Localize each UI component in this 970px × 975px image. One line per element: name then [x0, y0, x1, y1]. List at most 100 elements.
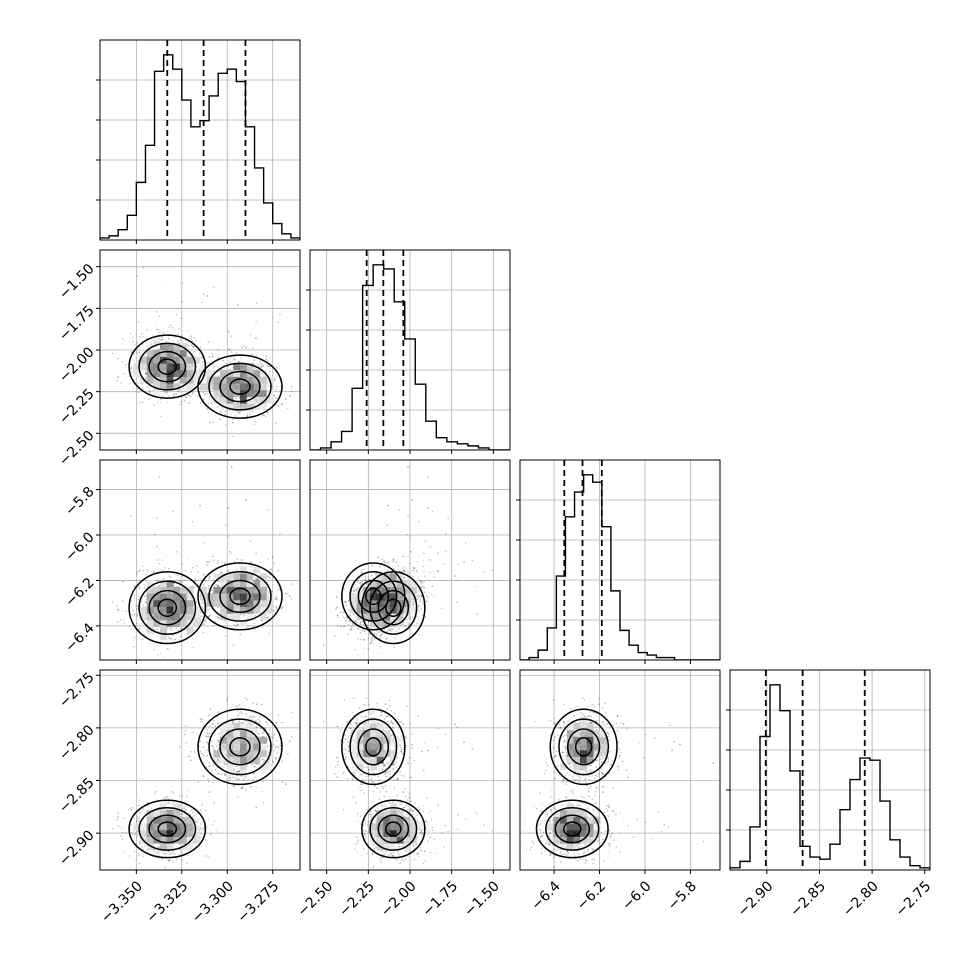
- sample-point: [263, 365, 265, 367]
- sample-point: [160, 652, 162, 654]
- sample-point: [178, 327, 180, 329]
- sample-point: [179, 403, 181, 405]
- sample-point: [213, 287, 215, 289]
- sample-point: [153, 334, 155, 336]
- density-cell: [180, 377, 187, 384]
- sample-point: [181, 563, 183, 565]
- density-cell: [260, 377, 267, 384]
- sample-point: [268, 366, 270, 368]
- sample-point: [236, 569, 238, 571]
- sample-point: [171, 638, 173, 640]
- sample-point: [199, 353, 201, 355]
- sample-point: [180, 636, 182, 638]
- sample-point: [208, 402, 210, 404]
- sample-point: [164, 391, 166, 393]
- sample-point: [266, 358, 268, 360]
- sample-point: [160, 399, 162, 401]
- sample-point: [235, 397, 237, 399]
- sample-point: [276, 608, 278, 610]
- sample-point: [122, 581, 124, 583]
- sample-point: [224, 413, 226, 415]
- density-cell: [260, 383, 267, 390]
- sample-point: [267, 558, 269, 560]
- sample-point: [185, 396, 187, 398]
- sample-point: [148, 387, 150, 389]
- sample-point: [261, 366, 263, 368]
- density-cell: [200, 383, 207, 390]
- sample-point: [116, 605, 118, 607]
- sample-point: [212, 421, 214, 423]
- sample-point: [282, 606, 284, 608]
- sample-point: [200, 577, 202, 579]
- density-cell: [167, 377, 174, 384]
- density-cell: [187, 383, 194, 390]
- sample-point: [145, 595, 147, 597]
- sample-point: [197, 571, 199, 573]
- sample-point: [129, 625, 131, 627]
- sample-point: [131, 367, 133, 369]
- sample-point: [142, 604, 144, 606]
- sample-point: [196, 594, 198, 596]
- sample-point: [158, 563, 160, 565]
- sample-point: [157, 559, 159, 561]
- sample-point: [132, 639, 134, 641]
- sample-point: [277, 322, 279, 324]
- sample-point: [124, 373, 126, 375]
- sample-point: [196, 348, 198, 350]
- sample-point: [276, 386, 278, 388]
- sample-point: [172, 511, 174, 513]
- sample-point: [238, 361, 240, 363]
- sample-point: [137, 388, 139, 390]
- sample-point: [141, 340, 143, 342]
- sample-point: [178, 645, 180, 647]
- sample-point: [162, 395, 164, 397]
- sample-point: [162, 339, 164, 341]
- sample-point: [162, 336, 164, 338]
- sample-point: [212, 356, 214, 358]
- sample-point: [138, 321, 140, 323]
- sample-point: [217, 349, 219, 351]
- sample-point: [211, 353, 213, 355]
- sample-point: [199, 402, 201, 404]
- sample-point: [159, 476, 161, 478]
- sample-point: [186, 584, 188, 586]
- sample-point: [204, 394, 206, 396]
- sample-point: [180, 339, 182, 341]
- sample-point: [142, 569, 144, 571]
- scatter-panel-1-0: −2.50−2.25−2.00−1.75−1.50: [56, 250, 300, 469]
- density-cell: [207, 383, 214, 390]
- sample-point: [137, 360, 139, 362]
- density-cell: [220, 383, 227, 390]
- sample-point: [231, 351, 233, 353]
- sample-point: [137, 623, 139, 625]
- sample-point: [141, 601, 143, 603]
- sample-point: [202, 361, 204, 363]
- sample-point: [178, 391, 180, 393]
- sample-point: [225, 410, 227, 412]
- sample-point: [162, 578, 164, 580]
- sample-point: [160, 416, 162, 418]
- sample-point: [181, 581, 183, 583]
- sample-point: [172, 327, 174, 329]
- sample-point: [165, 555, 167, 557]
- sample-point: [176, 393, 178, 395]
- sample-point: [173, 629, 175, 631]
- sample-point: [133, 646, 135, 648]
- sample-point: [237, 304, 239, 306]
- sample-point: [256, 302, 258, 304]
- sample-point: [241, 358, 243, 360]
- sample-point: [124, 619, 126, 621]
- histogram-step: [100, 55, 300, 240]
- sample-point: [150, 397, 152, 399]
- density-cell: [233, 383, 240, 390]
- sample-point: [122, 343, 124, 345]
- sample-point: [201, 302, 203, 304]
- sample-point: [181, 301, 183, 303]
- sample-point: [136, 608, 138, 610]
- sample-point: [232, 436, 234, 438]
- sample-point: [158, 348, 160, 350]
- sample-point: [251, 411, 253, 413]
- sample-point: [124, 366, 126, 368]
- sample-point: [203, 293, 205, 295]
